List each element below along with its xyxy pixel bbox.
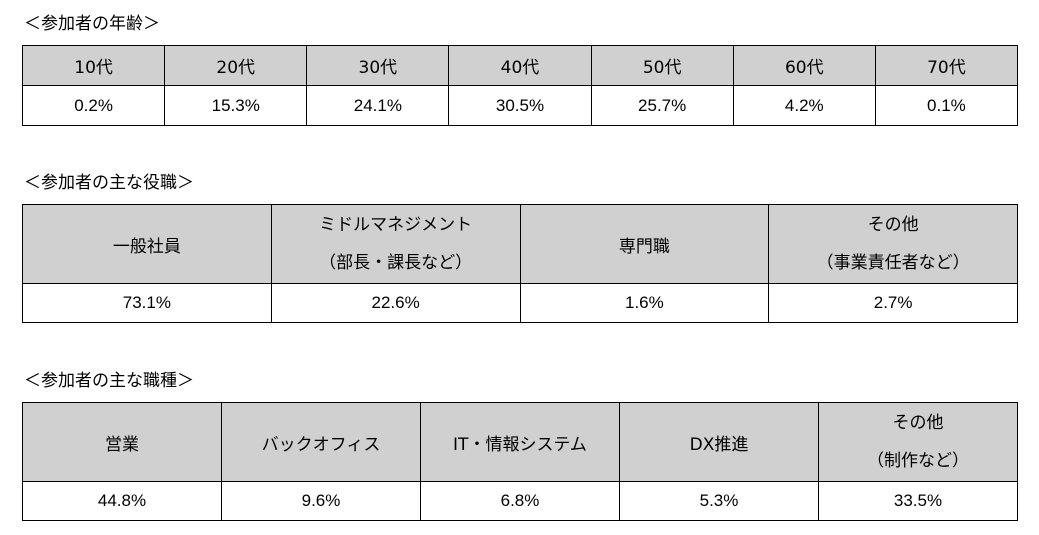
job-value-it: 6.8% <box>420 481 620 521</box>
position-header-row: 一般社員 ミドルマネジメント （部長・課長など） 専門職 その他 （事業責任者な… <box>22 204 1018 284</box>
age-value-10s: 0.2% <box>21 85 166 126</box>
job-table: 営業 バックオフィス IT・情報システム DX推進 その他 （制作など） 44.… <box>22 402 1018 521</box>
position-header-specialist-label: 専門職 <box>618 236 670 257</box>
job-header-back-office: バックオフィス <box>221 402 421 482</box>
position-header-other-note: （事業責任者など） <box>816 253 970 273</box>
job-header-sales: 営業 <box>22 402 222 482</box>
job-value-back-office: 9.6% <box>221 481 421 521</box>
position-header-other-label: その他 <box>867 215 919 235</box>
age-header-10s: 10代 <box>21 45 166 86</box>
age-value-40s: 30.5% <box>448 85 592 126</box>
job-header-sales-label: 営業 <box>105 434 139 455</box>
job-value-dx: 5.3% <box>619 481 819 521</box>
age-header-40s: 40代 <box>448 45 592 86</box>
position-header-middle-management: ミドルマネジメント （部長・課長など） <box>270 204 521 284</box>
position-value-row: 73.1% 22.6% 1.6% 2.7% <box>22 283 1018 323</box>
job-header-dx: DX推進 <box>619 402 819 482</box>
position-header-other: その他 （事業責任者など） <box>768 204 1018 284</box>
age-value-50s: 25.7% <box>590 85 734 126</box>
age-header-70s: 70代 <box>874 45 1019 86</box>
age-header-30s: 30代 <box>306 45 450 86</box>
position-value-specialist: 1.6% <box>519 283 770 323</box>
position-header-general-staff-label: 一般社員 <box>112 236 181 257</box>
job-header-other: その他 （制作など） <box>818 402 1018 482</box>
position-header-specialist: 専門職 <box>519 204 770 284</box>
age-header-50s: 50代 <box>590 45 734 86</box>
age-header-60s: 60代 <box>732 45 876 86</box>
job-header-dx-label: DX推進 <box>689 434 749 455</box>
age-value-row: 0.2% 15.3% 24.1% 30.5% 25.7% 4.2% 0.1% <box>21 85 1019 126</box>
job-value-other: 33.5% <box>818 481 1018 521</box>
job-header-back-office-label: バックオフィス <box>261 434 381 455</box>
job-header-other-label: その他 <box>892 413 944 433</box>
age-table: 10代 20代 30代 40代 50代 60代 70代 0.2% 15.3% 2… <box>21 45 1019 126</box>
position-section-title: ＜参加者の主な役職＞ <box>24 173 194 193</box>
age-value-20s: 15.3% <box>164 85 308 126</box>
job-header-row: 営業 バックオフィス IT・情報システム DX推進 その他 （制作など） <box>22 402 1018 482</box>
job-header-it: IT・情報システム <box>420 402 620 482</box>
position-value-general-staff: 73.1% <box>22 283 272 323</box>
position-header-middle-management-note: （部長・課長など） <box>319 253 473 273</box>
age-value-30s: 24.1% <box>306 85 450 126</box>
position-value-middle-management: 22.6% <box>270 283 521 323</box>
job-value-row: 44.8% 9.6% 6.8% 5.3% 33.5% <box>22 481 1018 521</box>
age-value-60s: 4.2% <box>732 85 876 126</box>
position-header-middle-management-label: ミドルマネジメント <box>319 215 473 235</box>
age-value-70s: 0.1% <box>874 85 1019 126</box>
position-value-other: 2.7% <box>768 283 1018 323</box>
job-section-title: ＜参加者の主な職種＞ <box>24 371 194 391</box>
age-header-row: 10代 20代 30代 40代 50代 60代 70代 <box>21 45 1019 86</box>
position-table: 一般社員 ミドルマネジメント （部長・課長など） 専門職 その他 （事業責任者な… <box>22 204 1018 323</box>
position-header-general-staff: 一般社員 <box>22 204 272 284</box>
job-value-sales: 44.8% <box>22 481 222 521</box>
age-section-title: ＜参加者の年齢＞ <box>24 14 160 34</box>
age-header-20s: 20代 <box>164 45 308 86</box>
job-header-other-note: （制作など） <box>867 451 969 471</box>
job-header-it-label: IT・情報システム <box>453 434 587 455</box>
